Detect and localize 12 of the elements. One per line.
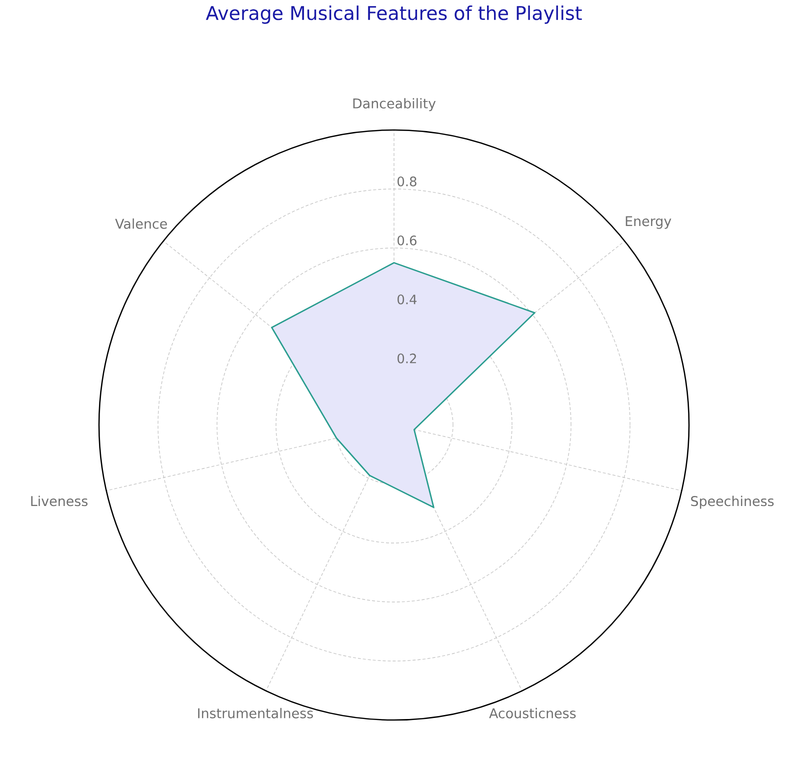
spoke-label: Acousticness (489, 708, 576, 718)
y-tick-label: 0.4 (398, 294, 417, 304)
spoke-label: Danceability (353, 98, 436, 112)
y-tick-label: 0.6 (398, 236, 416, 246)
chart-title: Average Musical Features of the Playlist (206, 6, 582, 24)
spoke-label: Valence (115, 218, 167, 229)
spoke-label: Energy (626, 216, 672, 229)
y-tick-label: 0.2 (398, 354, 416, 364)
spoke-label: Liveness (31, 496, 88, 506)
spoke-label: Instrumentalness (198, 708, 313, 718)
y-tick-label: 0.8 (398, 176, 416, 186)
spoke-label: Speechiness (691, 496, 774, 509)
